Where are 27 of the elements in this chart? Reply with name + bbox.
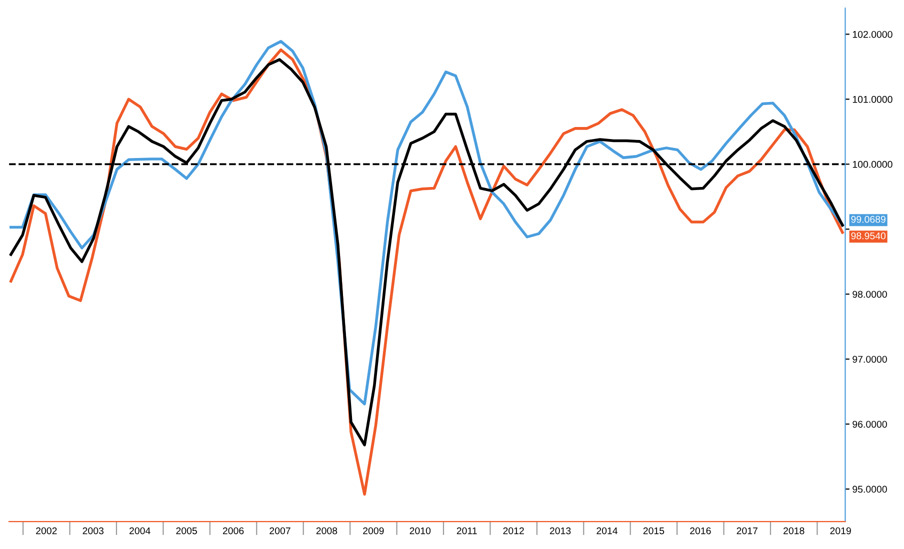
x-tick-label: 2017 (736, 527, 758, 534)
y-tick-label: 102.0000 (852, 30, 892, 38)
y-tick-label: 95.0000 (852, 486, 887, 493)
x-tick-label: 2003 (82, 527, 104, 534)
x-tick-label: 2014 (596, 527, 618, 534)
x-tick-label: 2018 (784, 527, 804, 534)
x-tick-label: 2009 (363, 527, 384, 534)
x-tick-label: 2005 (176, 527, 197, 534)
y-tick-label: 101.0000 (852, 96, 892, 103)
x-tick-label: 2011 (456, 527, 477, 534)
x-tick-label: 2004 (130, 527, 150, 534)
x-tick-label: 2016 (690, 527, 711, 534)
x-tick-label: 2008 (316, 527, 338, 534)
y-tick-label: 98.0000 (852, 290, 887, 298)
x-tick-label: 2006 (222, 527, 244, 534)
annotation: 98.9540 (851, 232, 886, 240)
x-tick-label: 2013 (550, 527, 571, 534)
x-tick-label: 2007 (270, 527, 290, 534)
x-tick-label: 2010 (410, 527, 431, 534)
x-tick-label: 2015 (643, 527, 664, 534)
y-tick-label: 97.0000 (852, 356, 887, 363)
y-tick-label: 100.0000 (852, 160, 892, 168)
x-tick-label: 2019 (830, 527, 851, 534)
x-tick-label: 2012 (503, 527, 524, 534)
annotation: 99.0689 (851, 216, 886, 223)
x-tick-label: 2002 (36, 527, 57, 534)
y-tick-label: 96.0000 (852, 420, 887, 428)
